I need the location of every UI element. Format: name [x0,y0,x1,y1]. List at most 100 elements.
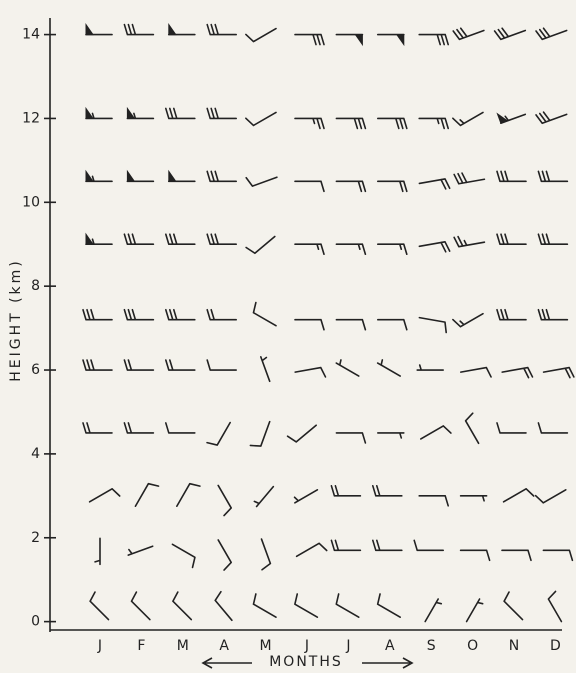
wind-barb [496,422,527,434]
wind-barb [464,412,480,445]
wind-barb [537,308,569,321]
wind-barb [459,495,488,502]
wind-barb [459,549,491,562]
wind-barb [418,33,449,46]
wind-barb [85,106,113,120]
wind-barb [465,598,484,623]
wind-barb [123,23,155,36]
wind-barb [165,359,196,371]
wind-barb [535,27,568,41]
wind-barb [496,170,527,183]
wind-barb [547,590,563,623]
wind-barb [377,432,405,439]
wind-barb [127,545,154,556]
wind-barb [535,111,568,125]
wind-barb [335,359,360,377]
wind-barb [501,366,534,379]
wind-barb [335,243,367,256]
wind-barb [452,111,484,127]
y-axis-label: HEIGHT (km) [8,258,24,382]
wind-barb [245,27,277,43]
y-tick-label: 0 [31,614,40,630]
wind-barb [534,489,567,504]
wind-barb [294,593,319,618]
wind-barb [501,549,532,562]
wind-barb [249,420,271,447]
wind-barb [85,169,113,183]
wind-barb [376,359,401,377]
wind-barb [294,318,325,331]
wind-barb [176,482,201,508]
wind-barb [416,364,444,371]
wind-barb [542,366,575,379]
wind-barb [453,235,486,248]
wind-barb [537,170,569,183]
y-tick-label: 4 [31,446,40,462]
wind-barb [245,176,278,187]
y-tick-label: 14 [22,27,40,43]
wind-barb [496,233,527,246]
wind-barb [206,308,237,321]
x-tick-label: N [509,638,519,654]
wind-barb [413,539,444,552]
wind-barb [335,432,367,444]
wind-barb [206,359,237,371]
wind-barb [217,484,232,517]
x-tick-label: M [260,638,272,654]
wind-barb [168,22,196,36]
wind-barb [502,488,535,503]
wind-barb [420,425,452,440]
wind-barb [294,33,325,46]
wind-barb [542,549,574,562]
wind-barb [82,308,113,321]
x-tick-label: S [427,638,436,654]
wind-barb [452,312,484,328]
wind-barb [376,593,401,618]
wind-barb [172,591,193,621]
wind-barb [165,107,196,120]
wind-barb [294,117,325,130]
wind-barb [85,22,113,36]
wind-barb [134,482,160,508]
y-tick-label: 10 [22,194,40,210]
x-label-arrows [201,657,414,669]
wind-barb [245,111,277,127]
wind-barb [330,485,362,497]
wind-barb [165,233,196,246]
wind-barb [130,591,151,621]
wind-barb [253,485,275,508]
wind-barb [377,243,408,256]
wind-barb [126,106,155,120]
wind-barb [294,180,325,193]
wind-barb [85,232,113,246]
wind-barb [94,537,101,566]
wind-barb [418,241,451,253]
wind-barb [82,359,113,371]
x-tick-label: M [177,638,189,654]
wind-barb [206,23,237,36]
wind-barb [123,233,155,246]
wind-barb [214,590,233,622]
wind-barb [496,308,527,321]
wind-barb [123,308,155,321]
wind-barb [252,301,277,327]
wind-barb [260,356,271,383]
wind-barb [459,366,492,378]
wind-barb [537,233,569,246]
wind-barb [245,235,276,255]
wind-barb [294,366,327,378]
wind-barb [330,539,362,552]
wind-barb [286,424,317,443]
wind-barb [418,495,449,507]
wind-barb [295,542,328,558]
x-tick-label: F [137,638,145,654]
wind-barb [453,172,486,185]
x-tick-label: J [304,638,309,654]
wind-barb [372,485,403,497]
wind-barb [377,318,408,331]
wind-barb [372,539,403,552]
wind-barb [294,243,325,256]
x-tick-label: D [550,638,561,654]
y-tick-label: 6 [31,362,40,378]
